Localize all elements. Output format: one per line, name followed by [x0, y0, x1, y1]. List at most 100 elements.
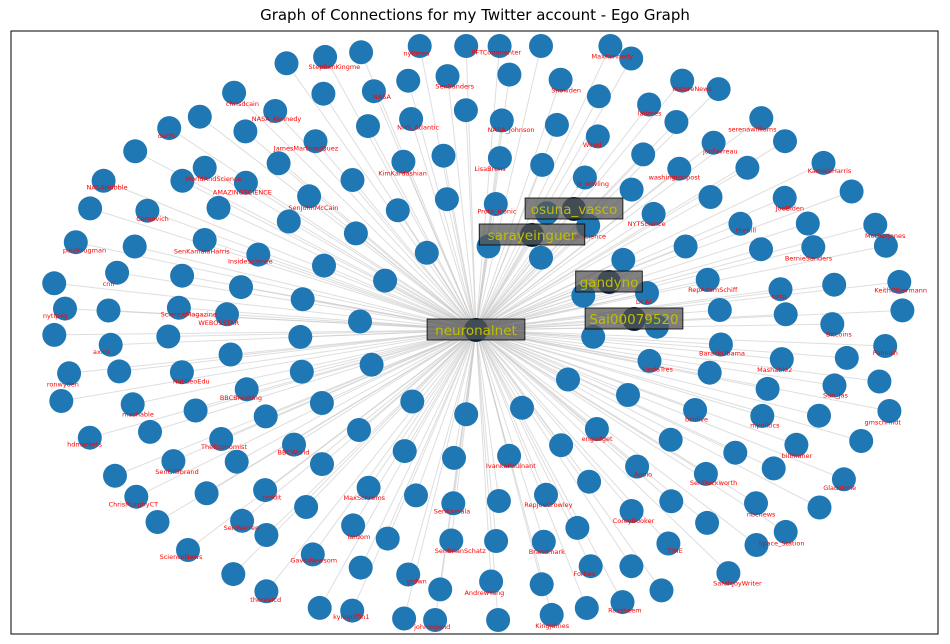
node-label: TIME: [666, 547, 683, 555]
edge: [443, 155, 477, 331]
edge: [89, 329, 477, 439]
node-label: RealScience: [567, 232, 606, 240]
edge: [475, 329, 562, 446]
edge: [475, 329, 820, 508]
graph-node: [487, 34, 512, 58]
label-text: sarayeinguer: [488, 228, 577, 244]
node-label: MaxKennedy: [592, 52, 634, 60]
node-label: chrisdcain: [226, 100, 259, 108]
edge: [475, 45, 542, 331]
graph-node: [577, 469, 602, 494]
graph-node: [768, 277, 793, 302]
node-label: IvankaPaulnant: [486, 462, 536, 470]
graph-node: [877, 399, 902, 423]
node-label: NASA_Johnson: [488, 126, 535, 134]
graph-node: [769, 347, 794, 372]
graph-node: [221, 562, 246, 587]
graph-node: [750, 403, 775, 428]
edge: [352, 179, 477, 331]
node-label: KeithOlbermann: [874, 287, 927, 295]
graph-node: [107, 359, 132, 384]
graph-node: [170, 168, 195, 193]
node-label: lardom: [348, 533, 371, 541]
graph-node: [135, 198, 160, 223]
node-label: AMAZINGSCIENCE: [213, 189, 272, 197]
edge: [411, 329, 477, 402]
node-label: NatureNews: [672, 85, 712, 93]
edge: [168, 329, 477, 337]
edge: [61, 329, 477, 402]
node-label: bsnlive: [685, 416, 708, 424]
graph-node: [123, 139, 148, 164]
node-label: Pahnish: [873, 349, 898, 357]
node-label: GavinNewsom: [290, 557, 337, 565]
edge: [75, 241, 477, 331]
graph-node: [373, 268, 398, 293]
graph-node: [348, 555, 373, 580]
node-label: NHS_Atlantic: [397, 124, 439, 132]
node-label: Sun_Jas: [823, 391, 849, 399]
node-label: ChrisMurphyCT: [109, 501, 159, 509]
graph-node: [105, 260, 130, 285]
graph-node: [297, 184, 322, 209]
graph-node: [145, 510, 170, 534]
edge: [475, 329, 845, 480]
graph-node: [706, 77, 731, 102]
node-label: JoeBiden: [775, 204, 804, 212]
node-label: darth: [158, 132, 175, 140]
graph-node: [303, 129, 328, 154]
graph-node: [246, 242, 271, 267]
node-label: InsideScience: [228, 258, 273, 266]
node-label: RepAdamSchiff: [688, 286, 738, 294]
graph-node: [53, 296, 77, 321]
graph-node: [581, 324, 606, 349]
graph-node: [585, 124, 610, 149]
graph-node: [120, 392, 145, 417]
edge: [475, 329, 629, 396]
graph-node: [356, 114, 380, 139]
edge: [89, 207, 477, 331]
graph-node: [773, 129, 797, 154]
edge: [355, 233, 477, 331]
figure-title: Graph of Connections for my Twitter acco…: [260, 6, 690, 24]
graph-node: [310, 452, 334, 477]
edge: [475, 329, 880, 382]
edge: [236, 329, 477, 463]
graph-node: [215, 302, 239, 327]
graph-node: [414, 240, 439, 265]
edge: [367, 125, 477, 331]
graph-node: [192, 228, 217, 252]
graph-node: [839, 179, 864, 204]
graph-node: [218, 342, 243, 367]
graph-node: [91, 168, 116, 193]
graph-node: [565, 515, 590, 540]
graph-node: [442, 445, 466, 470]
node-label: SenSanders: [435, 83, 474, 91]
node-label: RepJoeCrowley: [524, 501, 572, 509]
label-text: neuronalnet: [435, 323, 517, 339]
graph-node: [176, 538, 200, 562]
node-label: SarahJoyWriter: [713, 579, 762, 587]
graph-node: [820, 312, 845, 337]
node-label: latimes: [638, 109, 662, 117]
graph-node: [822, 272, 847, 297]
node-label: washingtonpost: [649, 174, 701, 182]
graph-node: [486, 489, 511, 513]
graph-node: [294, 495, 319, 519]
highlighted-node-label: gandyno: [575, 270, 643, 293]
graph-node: [194, 481, 219, 506]
graph-node: [619, 46, 644, 71]
graph-node: [572, 165, 597, 190]
node-label: nytlpvg: [43, 312, 67, 320]
graph-node: [63, 230, 88, 255]
node-label: MaxSchrems: [344, 494, 386, 502]
graph-node: [863, 212, 888, 237]
graph-node: [584, 417, 609, 441]
graph-node: [253, 404, 278, 429]
graph-node: [890, 298, 915, 323]
edge: [475, 45, 501, 331]
edge: [168, 127, 477, 331]
edge: [475, 329, 862, 442]
graph-node: [156, 324, 181, 349]
